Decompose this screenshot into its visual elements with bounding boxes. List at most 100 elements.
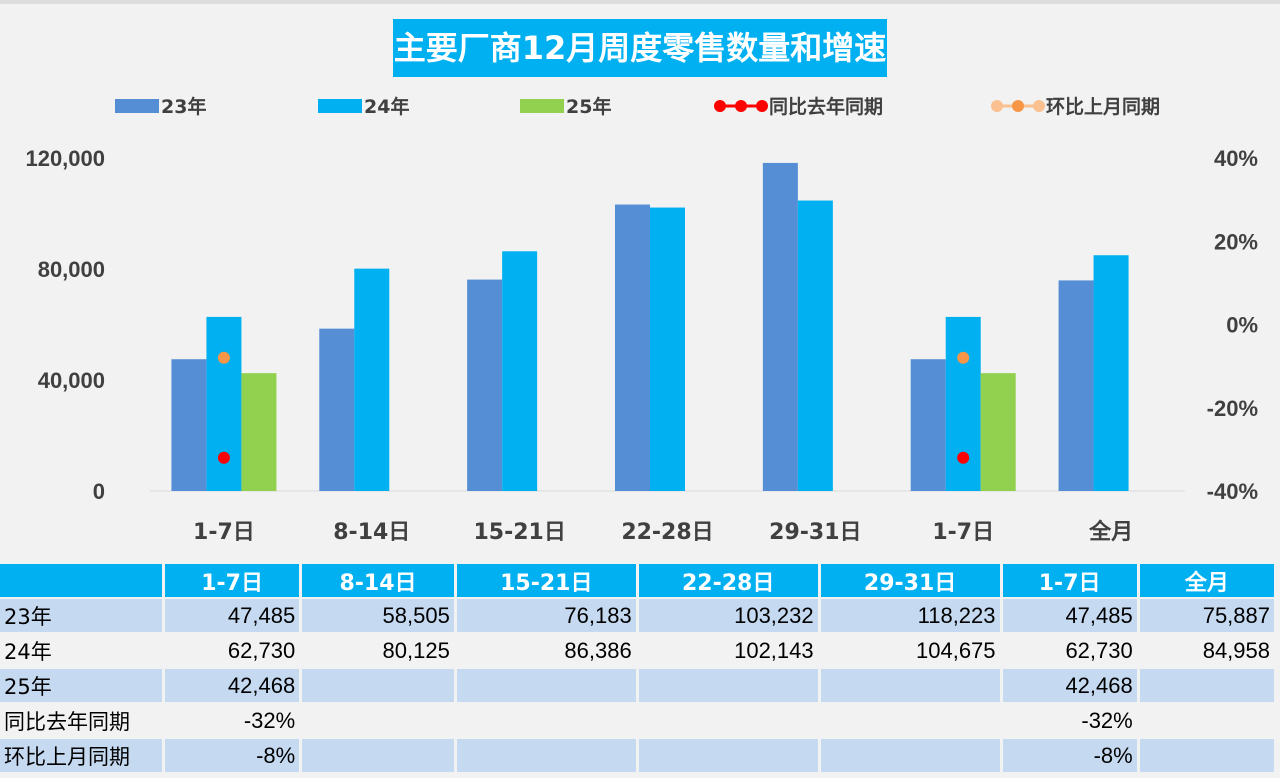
table-cell: 102,143 <box>638 634 818 667</box>
table-row: 同比去年同期 -32% -32% <box>0 704 1274 737</box>
legend-yoy: 同比去年同期 <box>713 92 883 119</box>
y-tick-label: 40,000 <box>38 368 105 393</box>
chart-area: 主要厂商12月周度零售数量和增速 23年 24年 25年 同比去年同期 环比上月… <box>0 0 1280 545</box>
bar-25年 <box>241 373 277 491</box>
legend-marker <box>714 99 768 112</box>
bar-24年 <box>1093 255 1129 491</box>
x-tick-label: 1-7日 <box>932 520 994 545</box>
y2-tick-label: 20% <box>1214 229 1258 254</box>
table-cell: 86,386 <box>456 634 636 667</box>
table-cell: 104,675 <box>820 634 1000 667</box>
table-header-cell: 1-7日 <box>165 564 300 597</box>
y-tick-label: 80,000 <box>38 257 105 282</box>
bar-23年 <box>762 162 798 492</box>
row-label: 环比上月同期 <box>0 739 162 772</box>
table-cell <box>456 739 636 772</box>
legend-23: 23年 <box>115 92 206 119</box>
table-row: 24年 62,730 80,125 86,386 102,143 104,675 62,73… <box>0 634 1274 667</box>
x-tick-label: 1-7日 <box>193 520 255 545</box>
point-环比上月同期 <box>957 351 970 364</box>
legend-marker <box>991 99 1045 112</box>
legend-24: 24年 <box>318 92 409 119</box>
table-row: 环比上月同期 -8% -8% <box>0 739 1274 772</box>
table-cell: 58,505 <box>302 599 454 632</box>
table-header-cell: 15-21日 <box>456 564 636 597</box>
table-cell: -8% <box>165 739 300 772</box>
legend-label: 25年 <box>566 96 612 118</box>
legend-swatch <box>520 98 564 113</box>
y-tick-label: 120,000 <box>25 146 105 171</box>
y-tick-label: 0 <box>93 479 105 504</box>
legend-label: 24年 <box>364 96 410 118</box>
x-tick-label: 全月 <box>1088 519 1133 545</box>
table-cell <box>1139 739 1274 772</box>
point-同比去年同期 <box>217 451 230 464</box>
legend-mom: 环比上月同期 <box>990 92 1160 119</box>
y2-tick-label: -40% <box>1207 479 1258 504</box>
bar-23年 <box>319 328 355 491</box>
table-header-cell: 全月 <box>1139 564 1274 597</box>
legend-label: 同比去年同期 <box>769 96 884 118</box>
table-cell: -32% <box>165 704 300 737</box>
table-cell: 62,730 <box>1002 634 1137 667</box>
plot: 0 40,000 80,000 120,000 -40% -20% 0% 20% 40% 1-7日… <box>25 146 1258 545</box>
table-cell: 42,468 <box>165 669 300 702</box>
table-cell <box>820 669 1000 702</box>
table-cell <box>302 704 454 737</box>
table-cell <box>638 669 818 702</box>
table-cell <box>302 739 454 772</box>
table-cell <box>456 669 636 702</box>
bar-24年 <box>945 316 981 491</box>
table-cell: 84,958 <box>1139 634 1274 667</box>
bar-23年 <box>1058 280 1094 491</box>
table-cell <box>820 739 1000 772</box>
table-cell: -32% <box>1002 704 1137 737</box>
table-header-cell: 8-14日 <box>302 564 454 597</box>
table-cell: 76,183 <box>456 599 636 632</box>
x-tick-label: 29-31日 <box>769 520 861 545</box>
legend-label: 23年 <box>161 96 207 118</box>
table-cell: 75,887 <box>1139 599 1274 632</box>
table-cell: 62,730 <box>165 634 300 667</box>
bar-25年 <box>980 373 1016 491</box>
bar-23年 <box>171 359 207 491</box>
legend-25: 25年 <box>520 92 611 119</box>
table-header-row: 1-7日 8-14日 15-21日 22-28日 29-31日 1-7日 全月 <box>0 564 1274 597</box>
row-label: 同比去年同期 <box>0 704 162 737</box>
table-cell: 47,485 <box>165 599 300 632</box>
table-cell <box>820 704 1000 737</box>
table-cell <box>638 739 818 772</box>
table-header-cell: 1-7日 <box>1002 564 1137 597</box>
table-cell <box>638 704 818 737</box>
table-cell <box>302 669 454 702</box>
table-cell <box>1139 704 1274 737</box>
table-cell: 80,125 <box>302 634 454 667</box>
row-label: 24年 <box>0 634 162 667</box>
row-label: 23年 <box>0 599 162 632</box>
y2-tick-label: 40% <box>1214 146 1258 171</box>
bar-24年 <box>206 316 242 491</box>
point-环比上月同期 <box>217 351 230 364</box>
table-cell: -8% <box>1002 739 1137 772</box>
table-cell <box>456 704 636 737</box>
table-cell: 42,468 <box>1002 669 1137 702</box>
legend-swatch <box>318 98 362 113</box>
bar-23年 <box>615 204 650 492</box>
table-cell <box>1139 669 1274 702</box>
point-同比去年同期 <box>957 451 970 464</box>
table-cell: 118,223 <box>820 599 1000 632</box>
bar-24年 <box>354 268 390 491</box>
y2-tick-label: 0% <box>1226 313 1258 338</box>
data-table: 1-7日 8-14日 15-21日 22-28日 29-31日 1-7日 全月 23年 47,4… <box>0 562 1277 774</box>
table-cell: 103,232 <box>638 599 818 632</box>
table-row: 23年 47,485 58,505 76,183 103,232 118,223 47,48… <box>0 599 1274 632</box>
table-header-cell <box>0 564 162 597</box>
table-cell: 47,485 <box>1002 599 1137 632</box>
bar-24年 <box>650 207 685 492</box>
x-tick-label: 8-14日 <box>333 520 410 545</box>
legend-label: 环比上月同期 <box>1046 96 1161 118</box>
table-row: 25年 42,468 42,468 <box>0 669 1274 702</box>
bar-23年 <box>467 279 503 491</box>
bar-24年 <box>502 251 538 491</box>
bar-23年 <box>910 359 946 491</box>
